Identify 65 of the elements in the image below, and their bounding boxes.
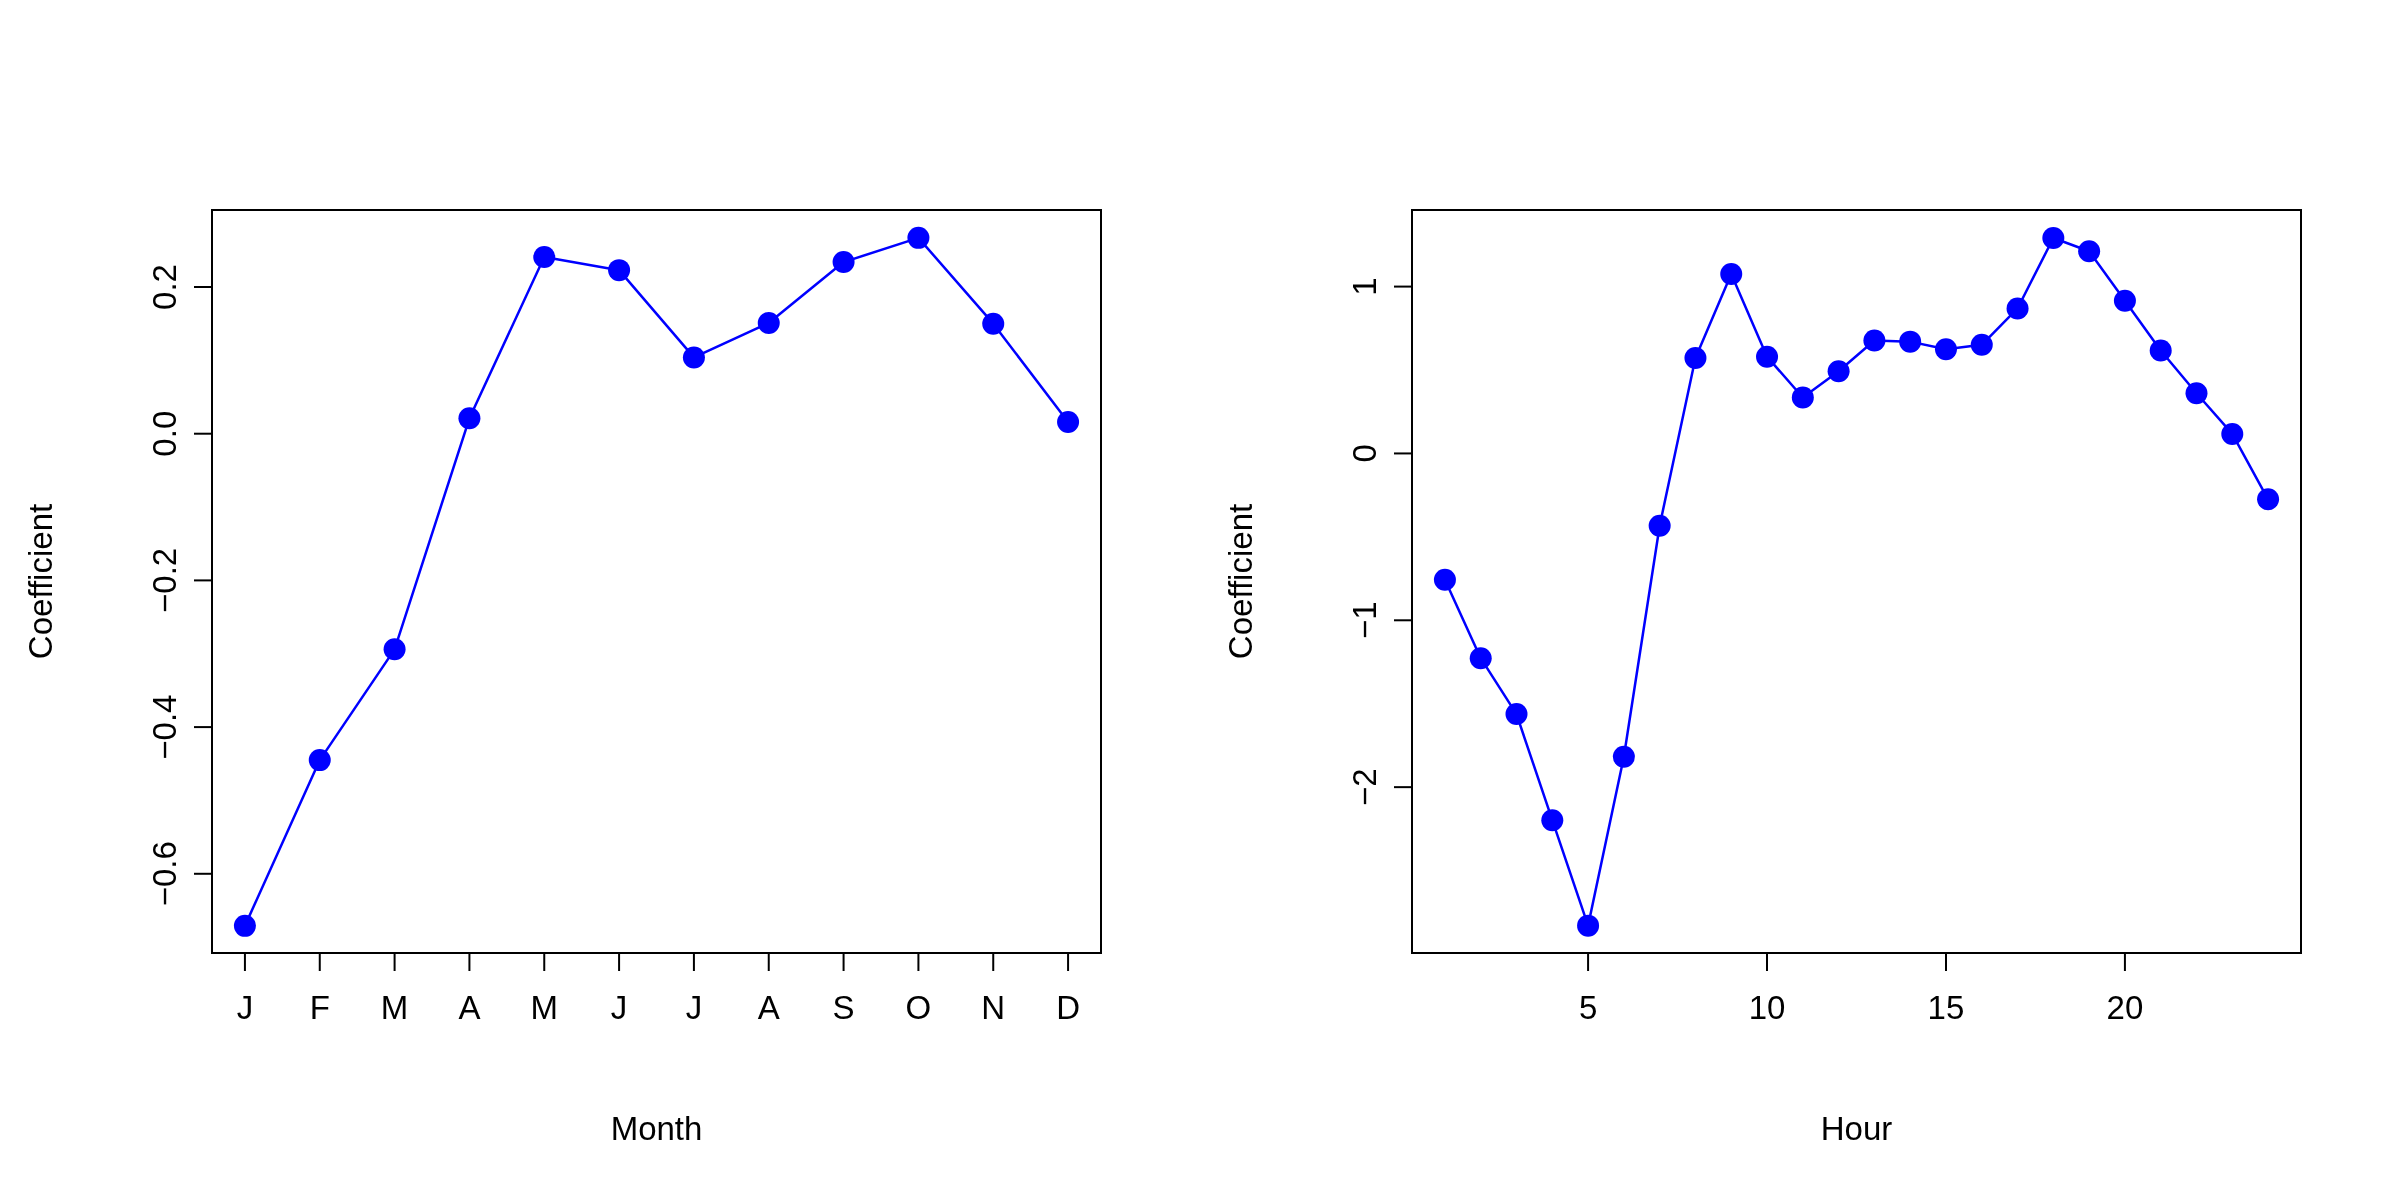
- point: [2257, 488, 2280, 511]
- x-tick-label: A: [458, 989, 481, 1026]
- point: [458, 407, 481, 430]
- point: [757, 311, 780, 334]
- point: [2042, 227, 2065, 250]
- x-tick-label: J: [236, 989, 254, 1026]
- point: [2078, 240, 2101, 263]
- x-tick-label: N: [981, 989, 1006, 1026]
- point: [1648, 514, 1671, 537]
- point: [383, 638, 406, 661]
- x-tick-label: 15: [1927, 989, 1965, 1026]
- x-tick-label: O: [905, 989, 932, 1026]
- point: [1057, 410, 1080, 433]
- y-tick-label: −0.2: [146, 547, 183, 613]
- point: [1612, 745, 1635, 768]
- y-tick-label: 0.0: [146, 410, 183, 457]
- point: [1684, 347, 1707, 369]
- x-tick-label: 20: [2106, 989, 2144, 1026]
- point: [1899, 330, 1922, 353]
- point: [1970, 333, 1993, 356]
- point: [233, 914, 256, 937]
- point: [1863, 329, 1886, 352]
- y-tick-label: −0.4: [146, 694, 183, 760]
- point: [1433, 568, 1456, 591]
- point: [1505, 703, 1528, 726]
- x-tick-label: S: [832, 989, 855, 1026]
- y-axis-title: Coefficient: [1222, 503, 1259, 660]
- x-tick-label: J: [610, 989, 628, 1026]
- y-tick-label: 0.2: [146, 264, 183, 310]
- point: [533, 245, 556, 268]
- point: [2113, 289, 2136, 312]
- point: [1827, 360, 1850, 383]
- x-tick-label: D: [1056, 989, 1080, 1026]
- point: [832, 251, 855, 274]
- point: [2221, 422, 2244, 445]
- x-tick-label: F: [309, 989, 330, 1026]
- point: [308, 749, 331, 772]
- x-tick-label: 5: [1578, 989, 1598, 1026]
- x-tick-label: 10: [1748, 989, 1786, 1026]
- point: [682, 346, 705, 369]
- point: [1577, 914, 1600, 937]
- point: [1720, 262, 1743, 285]
- point: [1541, 809, 1564, 832]
- y-tick-label: −1: [1346, 601, 1383, 640]
- point: [2185, 382, 2208, 405]
- point: [1791, 386, 1814, 409]
- x-tick-label: J: [685, 989, 703, 1026]
- x-tick-label: A: [757, 989, 780, 1026]
- y-tick-label: −0.6: [146, 841, 183, 907]
- point: [1756, 345, 1779, 368]
- y-tick-label: −2: [1346, 768, 1383, 806]
- x-tick-label: M: [380, 989, 409, 1026]
- y-axis-title: Coefficient: [22, 503, 59, 660]
- point: [1934, 338, 1957, 361]
- x-tick-label: M: [530, 989, 558, 1026]
- point: [907, 226, 930, 249]
- y-tick-label: 0: [1346, 444, 1383, 463]
- point: [2149, 339, 2172, 362]
- point: [608, 259, 631, 282]
- x-axis-title: Month: [610, 1110, 703, 1147]
- x-axis-title: Hour: [1820, 1110, 1893, 1147]
- y-tick-label: 1: [1346, 277, 1383, 296]
- point: [982, 312, 1005, 335]
- point: [2006, 297, 2029, 320]
- point: [1469, 647, 1492, 670]
